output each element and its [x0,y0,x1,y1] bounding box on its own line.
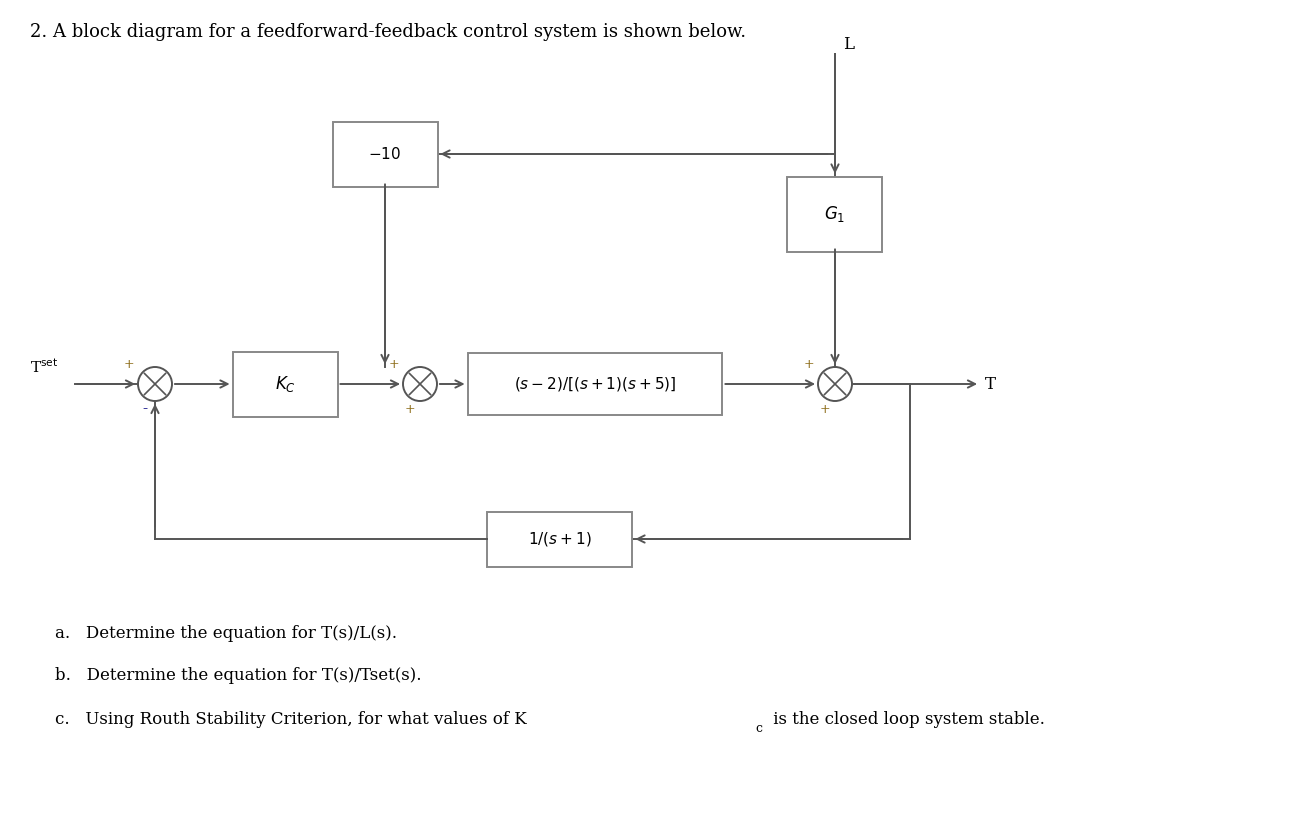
Text: b.   Determine the equation for T(s)/Tset(s).: b. Determine the equation for T(s)/Tset(… [55,667,421,685]
Text: $(s-2)/[(s+1)(s+5)]$: $(s-2)/[(s+1)(s+5)]$ [514,375,676,393]
Circle shape [818,367,852,401]
Text: 2. A block diagram for a feedforward-feedback control system is shown below.: 2. A block diagram for a feedforward-fee… [30,23,746,41]
FancyBboxPatch shape [488,511,633,567]
Text: T: T [985,375,995,392]
Text: L: L [842,36,854,52]
Text: +: + [404,402,416,415]
FancyBboxPatch shape [467,353,722,415]
Text: a.   Determine the equation for T(s)/L(s).: a. Determine the equation for T(s)/L(s). [55,625,398,642]
Text: $1/(s+1)$: $1/(s+1)$ [528,530,591,548]
Text: is the closed loop system stable.: is the closed loop system stable. [768,711,1045,728]
Circle shape [139,367,171,401]
Text: c.   Using Routh Stability Criterion, for what values of K: c. Using Routh Stability Criterion, for … [55,711,527,728]
FancyBboxPatch shape [787,177,883,252]
Text: +: + [820,402,831,415]
Text: $-10$: $-10$ [369,146,402,162]
Text: c: c [755,721,763,734]
FancyBboxPatch shape [233,352,337,417]
Circle shape [403,367,437,401]
FancyBboxPatch shape [332,121,437,186]
Text: +: + [803,357,815,370]
Text: T$^{\mathsf{set}}$: T$^{\mathsf{set}}$ [30,357,59,376]
Text: +: + [388,357,399,370]
Text: -: - [143,402,148,416]
Text: +: + [124,357,135,370]
Text: $K_C$: $K_C$ [275,374,296,394]
Text: $G_1$: $G_1$ [824,204,846,224]
